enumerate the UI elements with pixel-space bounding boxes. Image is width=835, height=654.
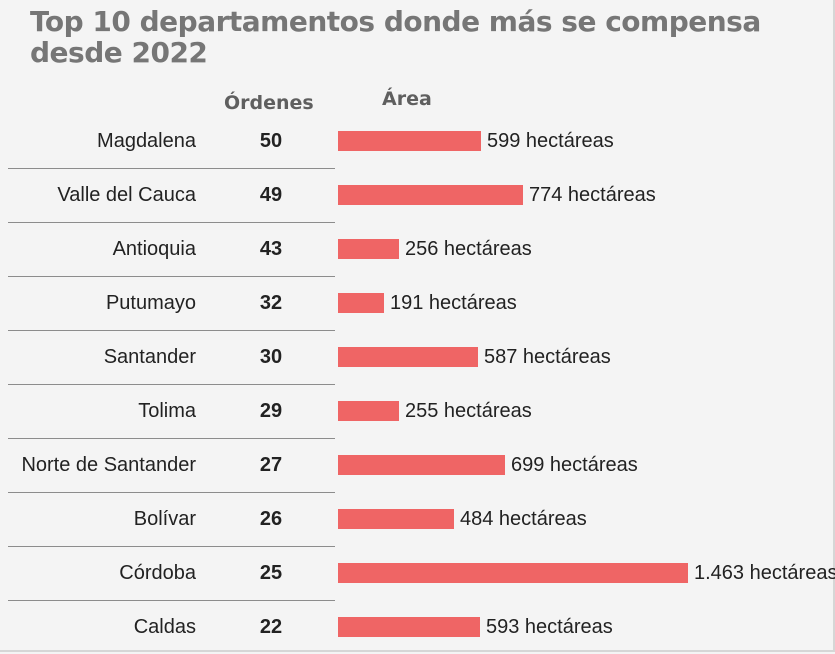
table-row: Putumayo 32 191 hectáreas [0,276,835,330]
area-bar [338,455,505,475]
orders-value: 29 [259,399,283,422]
orders-value: 50 [259,129,283,152]
area-bar [338,509,454,529]
chart-title: Top 10 departamentos donde más se compen… [30,5,761,69]
row-divider [8,276,335,277]
area-value-label: 587 hectáreas [484,345,611,368]
area-value-label: 593 hectáreas [486,615,613,638]
table-row: Córdoba 25 1.463 hectáreas [0,546,835,600]
orders-value: 49 [259,183,283,206]
area-value-label: 484 hectáreas [460,507,587,530]
department-label: Bolívar [133,507,196,530]
orders-value: 30 [259,345,283,368]
row-divider [8,492,335,493]
area-bar [338,401,399,421]
row-divider [8,222,335,223]
area-bar [338,617,480,637]
area-column-header: Área [382,88,432,110]
table-row: Tolima 29 255 hectáreas [0,384,835,438]
area-bar [338,293,384,313]
department-label: Caldas [133,615,196,638]
department-label: Norte de Santander [21,453,196,476]
department-label: Magdalena [97,129,196,152]
table-row: Santander 30 587 hectáreas [0,330,835,384]
table-row: Valle del Cauca 49 774 hectáreas [0,168,835,222]
table-row: Magdalena 50 599 hectáreas [0,114,835,168]
department-label: Córdoba [119,561,196,584]
orders-value: 25 [259,561,283,584]
area-bar [338,563,688,583]
row-divider [8,438,335,439]
area-value-label: 599 hectáreas [487,129,614,152]
orders-value: 27 [259,453,283,476]
area-value-label: 256 hectáreas [405,237,532,260]
area-bar [338,185,523,205]
row-divider [8,546,335,547]
orders-value: 43 [259,237,283,260]
orders-value: 32 [259,291,283,314]
area-value-label: 255 hectáreas [405,399,532,422]
table-row: Antioquia 43 256 hectáreas [0,222,835,276]
department-label: Antioquia [112,237,196,260]
row-divider [8,384,335,385]
row-divider [8,168,335,169]
department-label: Tolima [138,399,196,422]
orders-value: 26 [259,507,283,530]
area-value-label: 191 hectáreas [390,291,517,314]
area-bar [338,131,481,151]
table-row: Norte de Santander 27 699 hectáreas [0,438,835,492]
row-divider [8,330,335,331]
orders-value: 22 [259,615,283,638]
orders-column-header: Órdenes [224,92,314,114]
table-row: Bolívar 26 484 hectáreas [0,492,835,546]
department-label: Valle del Cauca [57,183,196,206]
area-value-label: 699 hectáreas [511,453,638,476]
department-label: Putumayo [105,291,196,314]
area-bar [338,347,478,367]
table-row: Caldas 22 593 hectáreas [0,600,835,654]
area-value-label: 1.463 hectáreas [694,561,835,584]
department-label: Santander [103,345,196,368]
row-divider [8,600,335,601]
area-bar [338,239,399,259]
area-value-label: 774 hectáreas [529,183,656,206]
